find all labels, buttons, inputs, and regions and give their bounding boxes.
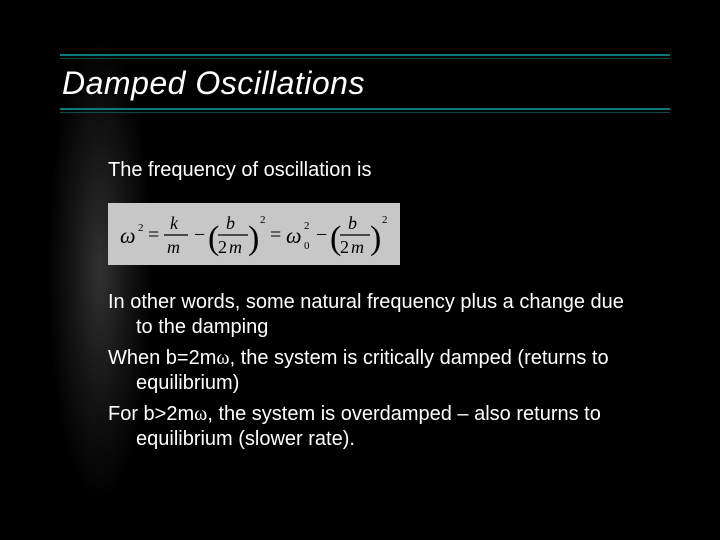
title-block: Damped Oscillations bbox=[60, 54, 670, 113]
svg-text:2: 2 bbox=[340, 237, 349, 257]
svg-text:ω: ω bbox=[120, 223, 136, 248]
svg-text:b: b bbox=[348, 213, 357, 233]
svg-text:m: m bbox=[351, 237, 364, 257]
body-line-3: For b>2mω, the system is overdamped – al… bbox=[108, 402, 642, 452]
formula-box: ω 2 = k m − ( b 2 m ) 2 bbox=[108, 203, 400, 265]
body-content: The frequency of oscillation is ω 2 = k … bbox=[108, 158, 642, 458]
omega-symbol: ω bbox=[216, 347, 229, 369]
svg-text:ω: ω bbox=[286, 223, 302, 248]
svg-text:b: b bbox=[226, 213, 235, 233]
svg-text:m: m bbox=[229, 237, 242, 257]
slide: Damped Oscillations The frequency of osc… bbox=[0, 0, 720, 540]
svg-text:=: = bbox=[270, 224, 281, 246]
rule-bottom bbox=[60, 108, 670, 110]
svg-text:m: m bbox=[167, 237, 180, 257]
rule-top bbox=[60, 54, 670, 56]
intro-text: The frequency of oscillation is bbox=[108, 158, 642, 183]
rule-bottom-thin bbox=[60, 112, 670, 113]
svg-text:2: 2 bbox=[382, 214, 388, 226]
svg-text:2: 2 bbox=[260, 214, 266, 226]
formula-svg: ω 2 = k m − ( b 2 m ) 2 bbox=[118, 209, 390, 261]
svg-text:): ) bbox=[370, 220, 381, 257]
svg-text:=: = bbox=[148, 224, 159, 246]
svg-text:−: − bbox=[316, 224, 327, 246]
svg-text:2: 2 bbox=[304, 220, 310, 232]
svg-text:2: 2 bbox=[218, 237, 227, 257]
body-line-1: In other words, some natural frequency p… bbox=[108, 290, 642, 340]
body-line-2: When b=2mω, the system is critically dam… bbox=[108, 346, 642, 396]
svg-text:−: − bbox=[194, 224, 205, 246]
svg-text:k: k bbox=[170, 213, 179, 233]
line3-pre: For b>2m bbox=[108, 403, 194, 425]
page-title: Damped Oscillations bbox=[60, 59, 670, 106]
omega-symbol: ω bbox=[194, 403, 207, 425]
line2-pre: When b=2m bbox=[108, 347, 216, 369]
svg-text:2: 2 bbox=[138, 222, 144, 234]
svg-text:): ) bbox=[248, 220, 259, 257]
svg-text:0: 0 bbox=[304, 240, 310, 252]
